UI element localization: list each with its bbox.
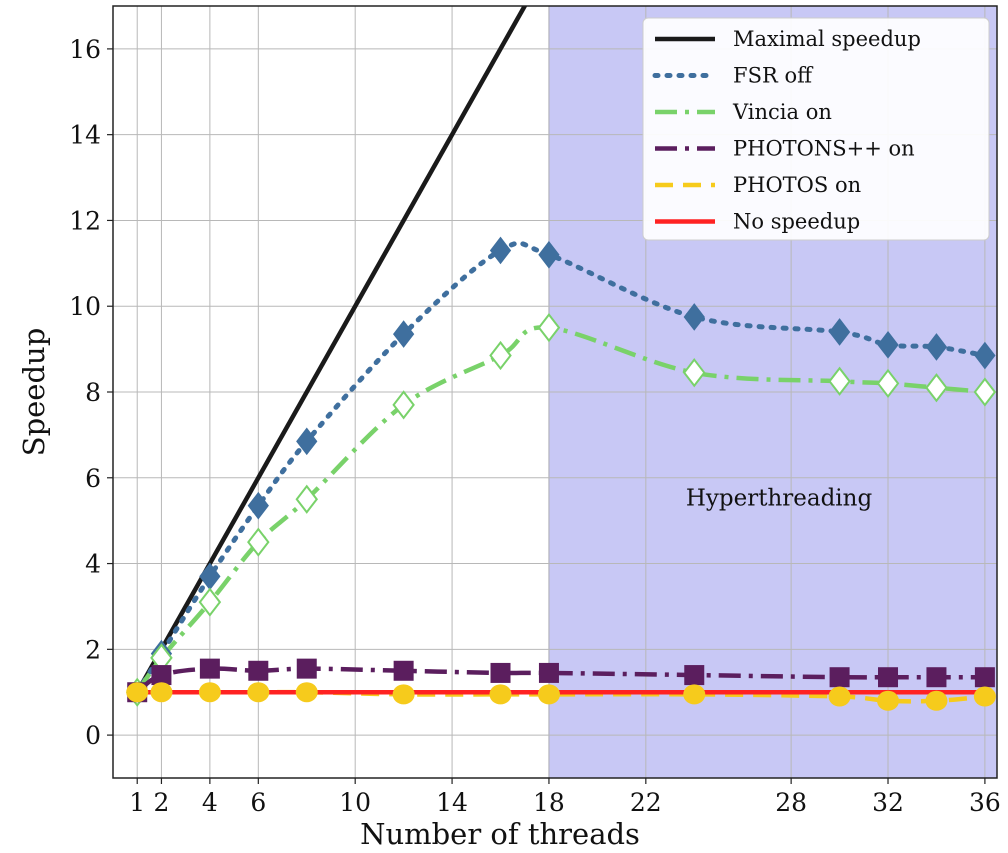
vincia-on-point [537, 313, 561, 343]
y-tick-label: 12 [69, 206, 101, 235]
photos-on-point [925, 690, 948, 711]
x-tick-label: 4 [202, 788, 218, 817]
photos-on-point [683, 684, 706, 705]
fsr-off-line [134, 240, 988, 695]
fsr-off-point [683, 303, 705, 331]
photos-on-point [973, 686, 996, 707]
series-markers [125, 236, 997, 711]
y-tick-label: 6 [85, 464, 101, 493]
x-tick-label: 36 [969, 788, 1001, 817]
legend: Maximal speedup FSR off Vincia on PHOTONS++… [642, 17, 990, 241]
vincia-on-point [682, 358, 706, 388]
vincia-on-point [247, 527, 270, 557]
photonspp-on-point [829, 667, 850, 688]
vincia-on-point [489, 340, 512, 371]
photos-on-point [392, 684, 415, 705]
fsr-off-point [974, 341, 996, 370]
photonspp-on-point [926, 667, 947, 688]
legend-label-fsr-off: FSR off [733, 64, 814, 88]
legend-label-photonspp-on: PHOTONS++ on [733, 137, 915, 161]
x-tick-label: 1 [129, 788, 145, 817]
x-axis-label: Number of threads [360, 817, 640, 851]
photonspp-on-point [248, 660, 269, 681]
vincia-on-point [876, 368, 900, 399]
photos-on-point [489, 684, 512, 705]
x-tick-label: 2 [153, 788, 169, 817]
photonspp-on-point [974, 667, 995, 688]
fsr-off-point [828, 318, 851, 346]
x-tick-label: 6 [250, 788, 266, 817]
x-tick-label: 10 [339, 788, 371, 817]
photonspp-on-point [878, 667, 899, 688]
y-tick-label: 10 [69, 292, 101, 321]
fsr-off-point [877, 331, 899, 359]
y-tick-label: 14 [69, 121, 101, 150]
y-axis-label: Speedup [17, 328, 51, 457]
vincia-on-point [392, 390, 415, 420]
legend-label-maximal-speedup: Maximal speedup [733, 27, 921, 51]
x-tick-label: 18 [533, 788, 565, 817]
fsr-off-point [247, 491, 269, 520]
y-tick-label: 2 [85, 635, 101, 664]
vincia-on-point [828, 366, 851, 396]
hyperthreading-label: Hyperthreading [686, 486, 873, 512]
photonspp-on-point [151, 665, 172, 686]
fsr-off-point [538, 240, 560, 269]
photonspp-on-point [684, 665, 705, 686]
fsr-off-point [489, 236, 512, 265]
photonspp-on-point [393, 660, 414, 681]
vincia-on-point [295, 484, 319, 514]
photos-on-point [126, 682, 149, 703]
photos-on-point [537, 684, 560, 705]
y-tick-label: 4 [85, 550, 101, 579]
fsr-off-point [925, 333, 948, 361]
x-tick-label: 32 [872, 788, 904, 817]
vincia-on-point [973, 377, 997, 407]
photos-on-point [150, 682, 173, 703]
x-tick-label: 22 [630, 788, 662, 817]
fsr-off-point [392, 320, 415, 348]
photonspp-on-point [199, 658, 220, 679]
photos-on-point [877, 690, 900, 711]
photos-on-point [198, 682, 221, 703]
legend-label-no-speedup: No speedup [733, 210, 860, 234]
x-tick-label: 14 [436, 788, 468, 817]
photos-on-point [295, 682, 318, 703]
y-tick-label: 0 [85, 721, 101, 750]
legend-box [642, 17, 990, 241]
vincia-on-line [135, 325, 986, 694]
x-tick-label: 28 [775, 788, 807, 817]
photonspp-on-point [490, 662, 511, 683]
vincia-on-point [198, 587, 222, 617]
legend-label-vincia-on: Vincia on [732, 100, 832, 124]
legend-label-photos-on: PHOTOS on [733, 173, 861, 197]
photos-on-point [828, 686, 851, 707]
y-tick-label: 16 [69, 35, 101, 64]
photonspp-on-point [538, 662, 559, 683]
y-tick-label: 8 [85, 378, 101, 407]
fsr-off-point [296, 427, 318, 456]
photos-on-point [247, 682, 270, 703]
vincia-on-point [925, 373, 948, 403]
photonspp-on-point [296, 658, 317, 679]
